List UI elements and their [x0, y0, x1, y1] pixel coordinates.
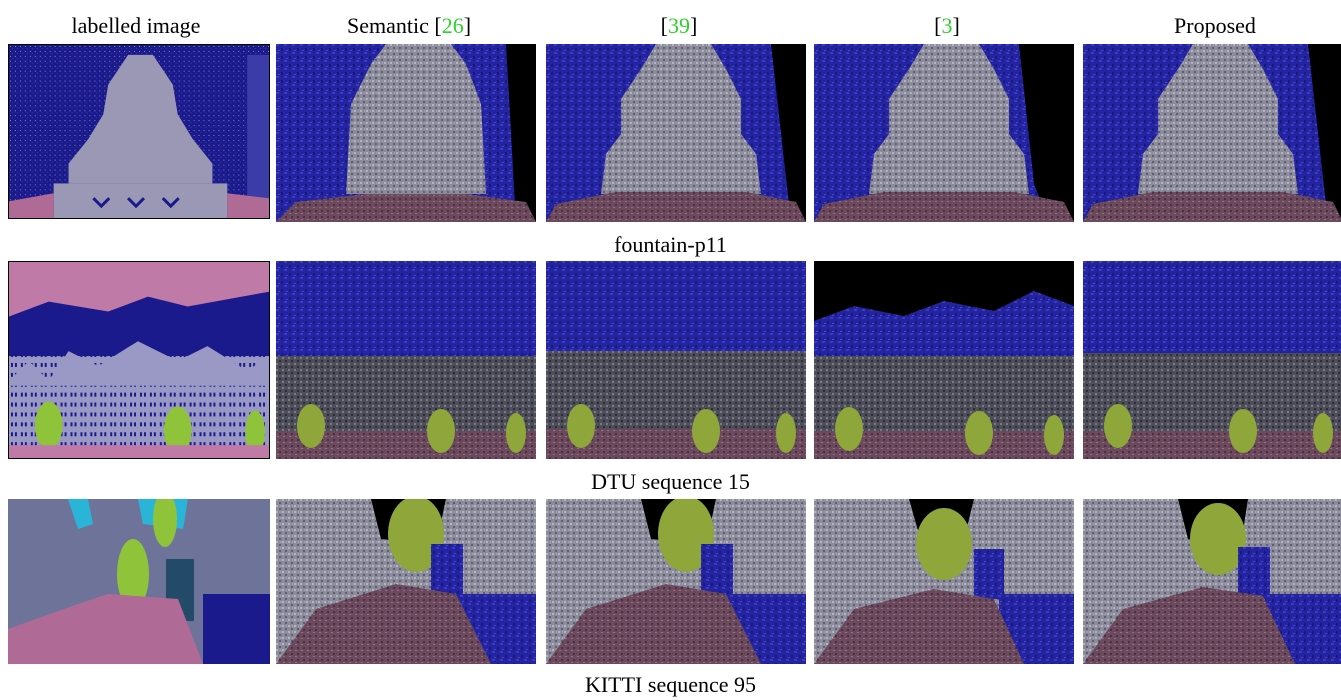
semantic-text: Semantic [ — [346, 13, 442, 38]
ref39-open-bracket: [ — [660, 13, 668, 38]
kitti-ref-3-reconstruction — [814, 499, 1074, 664]
row-caption-fountain: fountain-p11 — [0, 232, 1341, 258]
column-header-semantic: Semantic [26] — [275, 12, 543, 40]
kitti-semantic-26-reconstruction — [276, 499, 536, 664]
ref39-close-bracket: ] — [690, 13, 698, 38]
fountain-ref-3-reconstruction — [814, 44, 1074, 222]
column-header-proposed: Proposed — [1081, 12, 1341, 40]
citation-39-link[interactable]: 39 — [668, 13, 690, 38]
semantic-close-bracket: ] — [463, 13, 472, 38]
column-header-ref-3: [3] — [813, 12, 1081, 40]
column-header-ref-39: [39] — [545, 12, 813, 40]
dtu-semantic-26-reconstruction — [276, 261, 536, 459]
fountain-semantic-26-reconstruction — [276, 44, 536, 222]
dtu-ref-39-reconstruction — [546, 261, 806, 459]
row-caption-dtu: DTU sequence 15 — [0, 469, 1341, 495]
dtu-proposed-reconstruction — [1083, 261, 1341, 459]
column-header-labelled-text: labelled image — [71, 13, 201, 38]
row-caption-fountain-text: fountain-p11 — [614, 232, 727, 257]
citation-3-link[interactable]: 3 — [941, 13, 953, 38]
ref3-open-bracket: [ — [934, 13, 942, 38]
ref3-close-bracket: ] — [952, 13, 960, 38]
proposed-text: Proposed — [1174, 13, 1256, 38]
row-caption-kitti: KITTI sequence 95 — [0, 672, 1341, 698]
fountain-ref-39-reconstruction — [546, 44, 806, 222]
kitti-labelled-image — [8, 499, 270, 664]
dtu-labelled-image — [8, 261, 270, 459]
kitti-ref-39-reconstruction — [546, 499, 806, 664]
kitti-proposed-reconstruction — [1083, 499, 1341, 664]
row-caption-kitti-text: KITTI sequence 95 — [584, 672, 757, 697]
citation-26-link[interactable]: 26 — [441, 13, 464, 38]
fountain-proposed-reconstruction — [1083, 44, 1341, 222]
dtu-ref-3-reconstruction — [814, 261, 1074, 459]
fountain-labelled-image — [8, 44, 270, 219]
row-caption-dtu-text: DTU sequence 15 — [591, 469, 750, 494]
column-header-labelled-image: labelled image — [2, 12, 270, 40]
